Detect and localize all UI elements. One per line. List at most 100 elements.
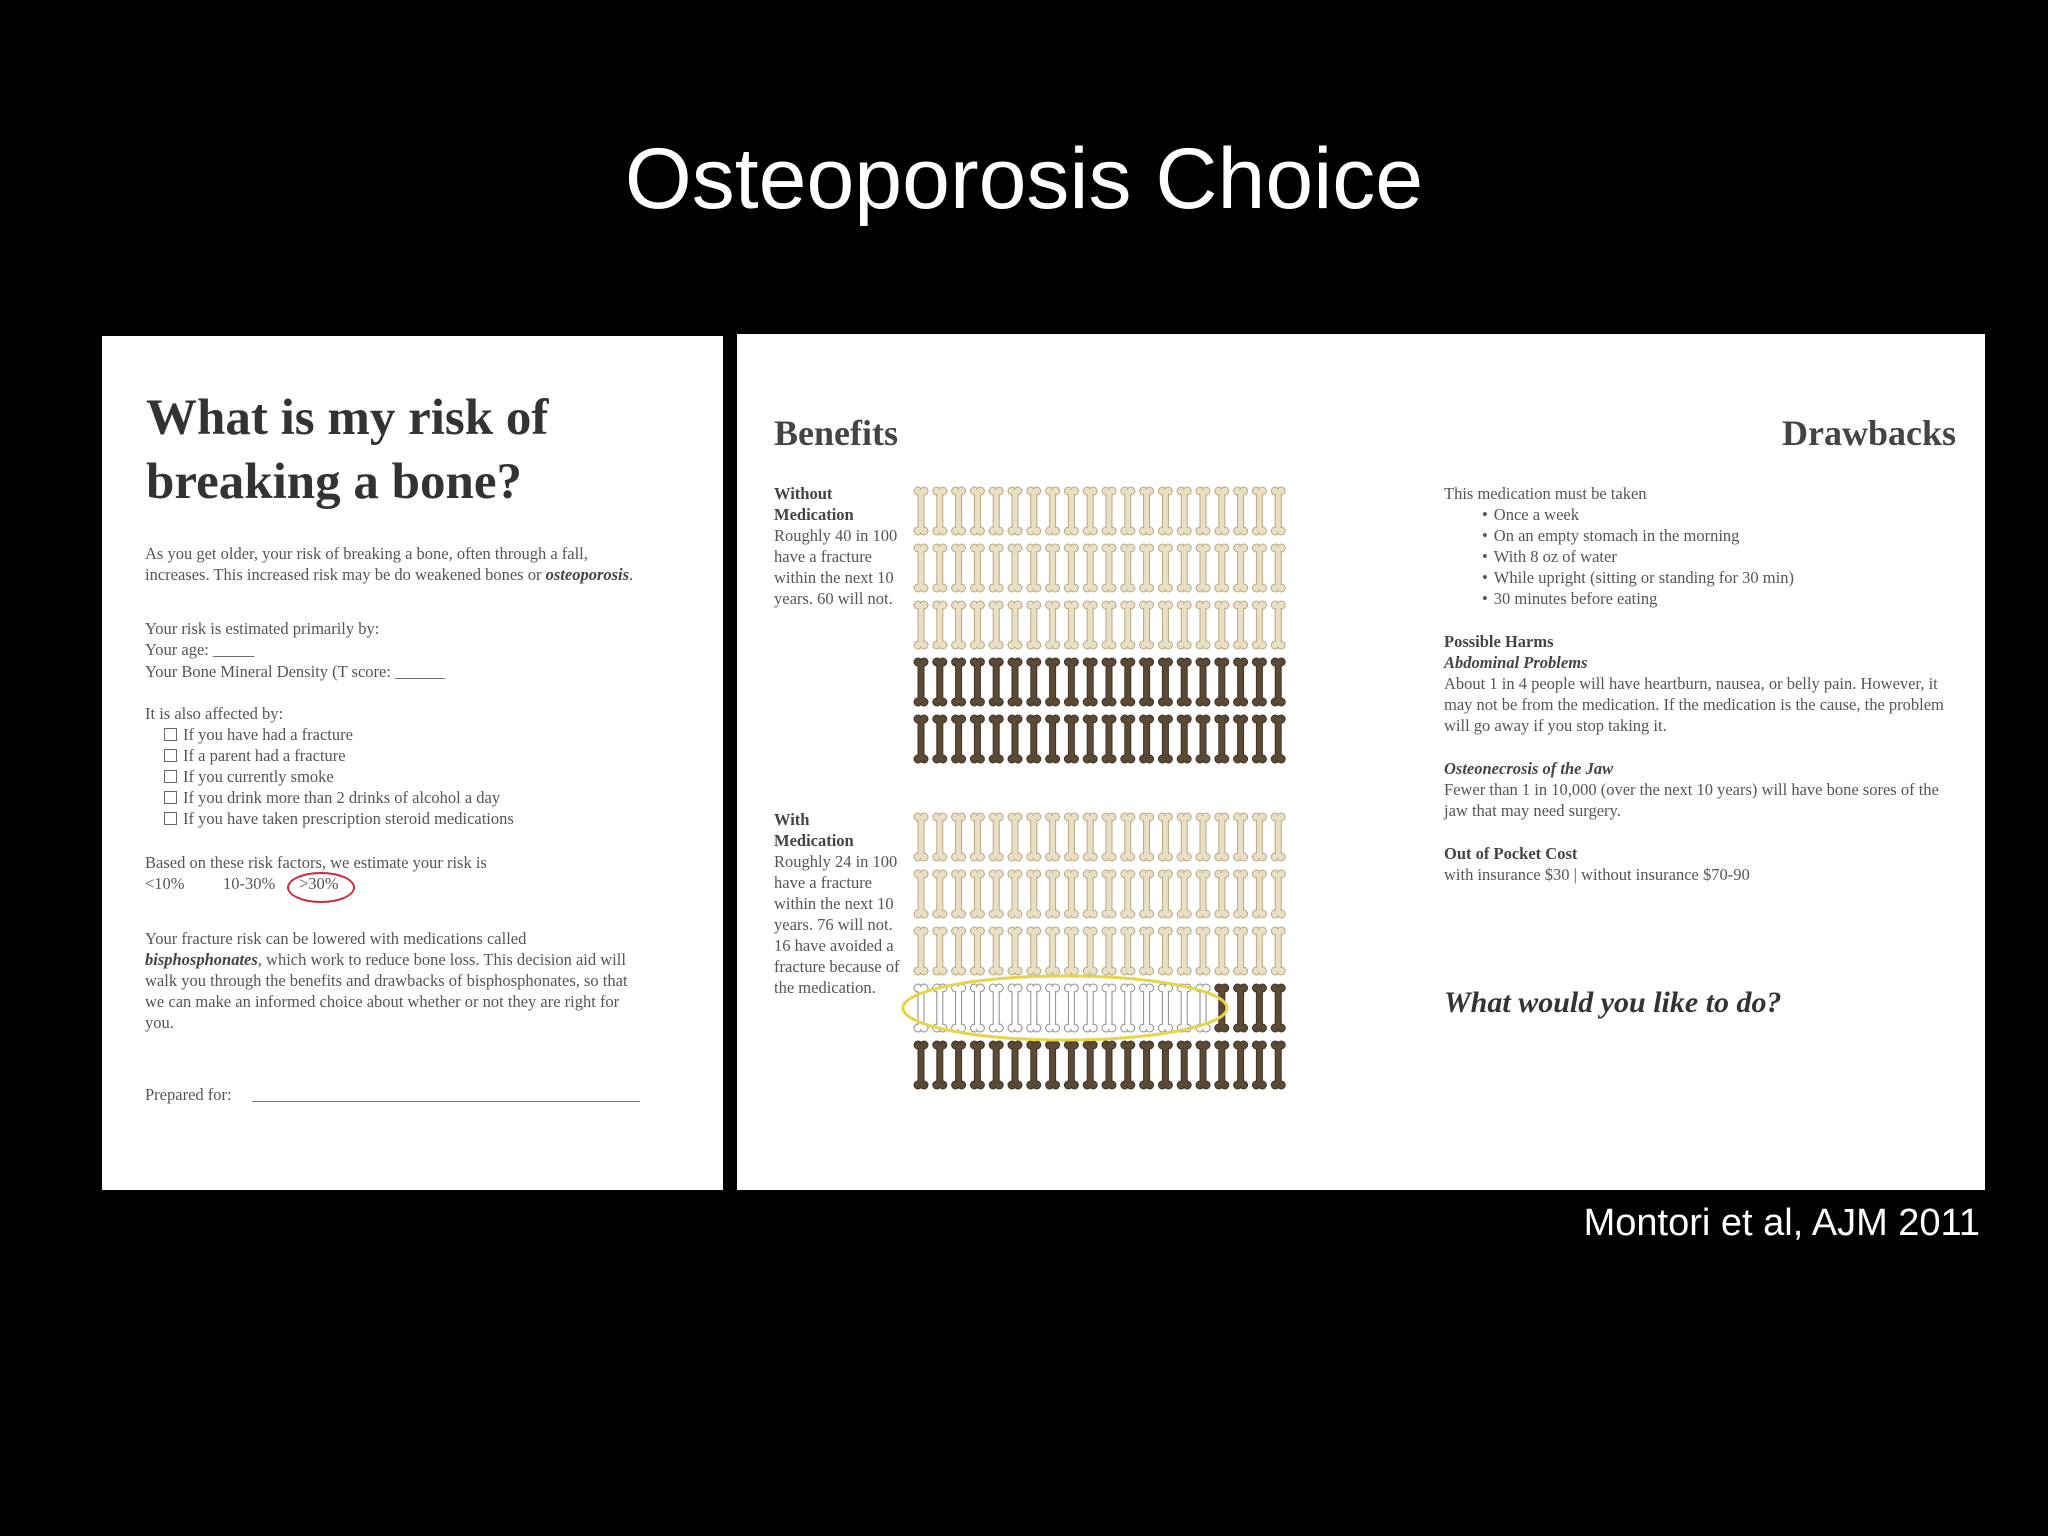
bone-icon bbox=[1157, 812, 1173, 862]
cost-text: with insurance $30 | without insurance $… bbox=[1444, 865, 1750, 884]
bone-icon bbox=[1045, 714, 1061, 764]
selection-circle bbox=[287, 872, 355, 903]
bone-icon bbox=[1157, 657, 1173, 707]
without-medication: Without Medication Roughly 40 in 100 hav… bbox=[774, 483, 910, 609]
bone-icon bbox=[1233, 983, 1249, 1033]
bone-icon bbox=[988, 812, 1004, 862]
bone-icon bbox=[1270, 812, 1286, 862]
bone-icon bbox=[913, 1040, 929, 1090]
bone-icon bbox=[1176, 869, 1192, 919]
bone-icon bbox=[1082, 714, 1098, 764]
text: If a parent had a fracture bbox=[183, 746, 346, 765]
bone-icon bbox=[1251, 812, 1267, 862]
risk-option: <10% bbox=[145, 874, 185, 893]
bone-icon bbox=[1063, 714, 1079, 764]
age: Your age: _____ bbox=[145, 640, 255, 659]
factor: If you have taken prescription steroid m… bbox=[164, 808, 514, 829]
bone-icon bbox=[1045, 543, 1061, 593]
bone-icon bbox=[1082, 600, 1098, 650]
bone-icon bbox=[1120, 1040, 1136, 1090]
bone-icon bbox=[1195, 812, 1211, 862]
bone-icon bbox=[1063, 1040, 1079, 1090]
bone-icon bbox=[1157, 1040, 1173, 1090]
bone-icon bbox=[932, 600, 948, 650]
item: On an empty stomach in the morning bbox=[1482, 525, 1964, 546]
bone-icon bbox=[1120, 600, 1136, 650]
text: Roughly 24 in 100 have a fracture within… bbox=[774, 852, 900, 997]
bone-icon bbox=[913, 714, 929, 764]
estimated-by: Your risk is estimated primarily by: bbox=[145, 619, 380, 638]
bone-icon bbox=[913, 657, 929, 707]
bone-icon bbox=[1026, 812, 1042, 862]
bone-icon bbox=[1157, 983, 1173, 1033]
bone-icon bbox=[913, 486, 929, 536]
bone-icon bbox=[1007, 600, 1023, 650]
bone-icon bbox=[1120, 714, 1136, 764]
bone-icon bbox=[1120, 543, 1136, 593]
bone-icon bbox=[951, 812, 967, 862]
bone-icon bbox=[1233, 657, 1249, 707]
bone-icon bbox=[913, 543, 929, 593]
bone-icon bbox=[988, 543, 1004, 593]
text: . bbox=[629, 565, 634, 584]
bone-icon bbox=[932, 1040, 948, 1090]
bone-icon bbox=[1157, 869, 1173, 919]
bone-icon bbox=[1026, 1040, 1042, 1090]
text: If you drink more than 2 drinks of alcoh… bbox=[183, 788, 501, 807]
bone-icon bbox=[1176, 1040, 1192, 1090]
bone-icon bbox=[1233, 486, 1249, 536]
bone-icon bbox=[1063, 600, 1079, 650]
bone-icon bbox=[1139, 486, 1155, 536]
bone-icon bbox=[1026, 714, 1042, 764]
bone-icon bbox=[1082, 926, 1098, 976]
bone-icon bbox=[1214, 926, 1230, 976]
factor: If a parent had a fracture bbox=[164, 745, 514, 766]
bone-icon bbox=[988, 714, 1004, 764]
bone-icon bbox=[1007, 1040, 1023, 1090]
pictograph-without bbox=[913, 486, 1286, 764]
bone-icon bbox=[1214, 983, 1230, 1033]
bone-icon bbox=[1251, 543, 1267, 593]
item: Once a week bbox=[1482, 504, 1964, 525]
bone-icon bbox=[1270, 869, 1286, 919]
bone-icon bbox=[1176, 983, 1192, 1033]
bone-icon bbox=[1139, 983, 1155, 1033]
bone-icon bbox=[932, 926, 948, 976]
bone-icon bbox=[1139, 812, 1155, 862]
bone-icon bbox=[1233, 543, 1249, 593]
text: If you have had a fracture bbox=[183, 725, 353, 744]
bone-icon bbox=[913, 600, 929, 650]
bone-icon bbox=[1026, 600, 1042, 650]
bone-icon bbox=[1214, 812, 1230, 862]
bone-icon bbox=[1157, 926, 1173, 976]
bone-icon bbox=[1233, 926, 1249, 976]
bone-icon bbox=[1176, 714, 1192, 764]
bone-icon bbox=[1157, 486, 1173, 536]
bone-icon bbox=[969, 714, 985, 764]
bone-icon bbox=[951, 657, 967, 707]
bone-icon bbox=[1082, 983, 1098, 1033]
text: Roughly 40 in 100 have a fracture within… bbox=[774, 526, 898, 608]
bone-icon bbox=[969, 812, 985, 862]
bone-icon bbox=[1082, 657, 1098, 707]
bone-icon bbox=[988, 600, 1004, 650]
bone-icon bbox=[1007, 812, 1023, 862]
bone-icon bbox=[1139, 714, 1155, 764]
citation: Montori et al, AJM 2011 bbox=[1583, 1202, 1980, 1244]
bone-icon bbox=[1082, 869, 1098, 919]
bone-icon bbox=[1026, 657, 1042, 707]
signature-line bbox=[252, 1101, 640, 1102]
bone-icon bbox=[1063, 657, 1079, 707]
drawbacks: This medication must be taken Once a wee… bbox=[1444, 483, 1964, 885]
factor: If you have had a fracture bbox=[164, 724, 514, 745]
bone-icon bbox=[932, 657, 948, 707]
bone-icon bbox=[1233, 714, 1249, 764]
bone-icon bbox=[1007, 869, 1023, 919]
bone-icon bbox=[1101, 926, 1117, 976]
bone-icon bbox=[969, 983, 985, 1033]
bone-icon bbox=[1045, 600, 1061, 650]
bone-icon bbox=[1120, 657, 1136, 707]
bone-icon bbox=[969, 926, 985, 976]
bone-icon bbox=[1007, 543, 1023, 593]
